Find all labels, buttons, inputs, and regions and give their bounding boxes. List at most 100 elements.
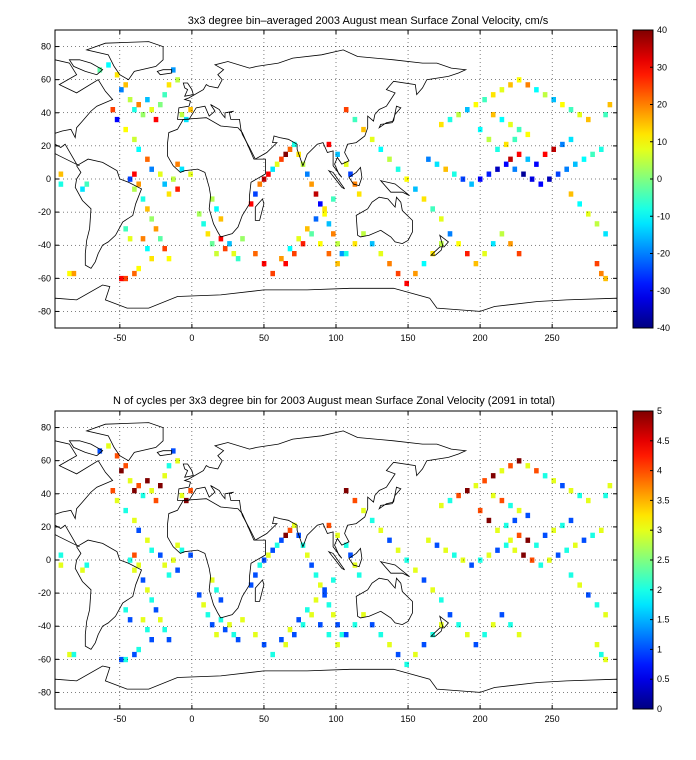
- y-tick-label: 40: [41, 489, 51, 499]
- data-cell: [300, 542, 306, 548]
- coastline-australia: [355, 577, 413, 626]
- data-cell: [127, 236, 133, 242]
- data-cell: [326, 141, 332, 148]
- data-cell: [547, 176, 552, 182]
- data-cell: [465, 488, 470, 494]
- data-cell: [149, 637, 154, 643]
- data-cell: [348, 552, 353, 558]
- data-cell: [348, 171, 353, 177]
- data-cell: [136, 265, 141, 272]
- data-cell: [577, 492, 582, 499]
- data-cell: [443, 166, 448, 172]
- data-cell: [175, 77, 180, 83]
- coastline-new-zealand: [430, 615, 449, 637]
- y-tick-label: 40: [41, 108, 51, 118]
- data-cell: [473, 261, 479, 267]
- velocity-cells: [58, 62, 613, 287]
- data-cell: [421, 577, 427, 583]
- data-cell: [607, 483, 613, 489]
- coastline-antarctica: [55, 665, 617, 709]
- data-cell: [227, 241, 232, 247]
- y-tick-label: 60: [41, 456, 51, 466]
- data-cell: [149, 488, 154, 494]
- data-cell: [231, 251, 237, 257]
- x-axis: -50 0 50 100 150 200 250: [113, 30, 560, 343]
- data-cell: [434, 542, 440, 548]
- data-cell: [58, 181, 64, 187]
- data-cell: [326, 522, 332, 529]
- data-cell: [132, 136, 137, 143]
- y-tick-label: -20: [38, 207, 51, 217]
- data-cell: [322, 587, 327, 593]
- data-cell: [188, 552, 193, 558]
- data-cell: [162, 181, 167, 187]
- data-cell: [166, 256, 172, 262]
- zonal-velocity-panel: 3x3 degree bin–averaged 2003 August mean…: [38, 15, 670, 343]
- data-cell: [490, 112, 496, 118]
- data-cell: [136, 102, 141, 108]
- data-cell: [577, 112, 582, 118]
- data-cell: [599, 270, 604, 277]
- data-cell: [123, 463, 128, 469]
- x-axis: -50 0 50 100 150 200 250: [113, 411, 560, 724]
- x-tick-label: 50: [259, 714, 269, 724]
- data-cell: [361, 507, 366, 514]
- data-cell: [439, 121, 444, 128]
- data-cell: [499, 231, 505, 237]
- data-cell: [326, 632, 332, 638]
- data-cell: [132, 567, 137, 573]
- data-cell: [140, 577, 146, 583]
- data-cell: [512, 166, 518, 172]
- data-cell: [71, 270, 77, 277]
- y-tick-label: 20: [41, 522, 51, 532]
- data-cell: [270, 270, 275, 277]
- data-cell: [149, 547, 154, 553]
- coastline-sumatra: [327, 169, 345, 190]
- coastline-great-britain: [182, 463, 194, 478]
- data-cell: [404, 661, 409, 668]
- data-cell: [218, 216, 224, 222]
- colorbar-tick-label: 4: [657, 466, 662, 476]
- data-cell: [188, 488, 193, 494]
- data-cell: [201, 221, 206, 227]
- data-cell: [335, 151, 340, 157]
- data-cell: [240, 236, 245, 242]
- data-cell: [153, 116, 159, 123]
- coastline-baffin-island: [68, 59, 104, 76]
- data-cell: [313, 216, 319, 222]
- data-cell: [318, 241, 323, 247]
- data-cell: [179, 492, 185, 499]
- data-cell: [218, 236, 224, 242]
- data-cell: [110, 488, 116, 494]
- data-cell: [253, 191, 258, 197]
- data-cell: [296, 617, 301, 623]
- data-cell: [378, 527, 384, 533]
- data-cell: [136, 562, 141, 568]
- data-cell: [555, 171, 561, 177]
- y-tick-label: 80: [41, 423, 51, 433]
- data-cell: [551, 527, 556, 533]
- data-cell: [452, 171, 457, 177]
- coastline-new-zealand: [430, 234, 449, 256]
- data-cell: [603, 656, 608, 663]
- data-cell: [292, 251, 297, 257]
- colorbar-tick-label: -10: [657, 211, 670, 221]
- data-cell: [447, 116, 453, 123]
- data-cell: [162, 627, 167, 633]
- colorbar-tick-label: 1: [657, 644, 662, 654]
- coastline-north-america: [55, 440, 114, 548]
- data-cell: [158, 102, 163, 108]
- data-cell: [175, 186, 180, 192]
- colorbar-tick-label: 5: [657, 406, 662, 416]
- data-cell: [313, 191, 319, 197]
- x-tick-label: 200: [473, 714, 488, 724]
- data-cell: [145, 246, 150, 252]
- data-cell: [361, 612, 366, 618]
- data-cell: [395, 166, 401, 172]
- data-cell: [352, 241, 358, 247]
- data-cell: [196, 211, 202, 217]
- data-cell: [516, 507, 522, 514]
- data-cell: [560, 483, 565, 489]
- data-cell: [283, 261, 288, 267]
- data-cell: [283, 151, 288, 157]
